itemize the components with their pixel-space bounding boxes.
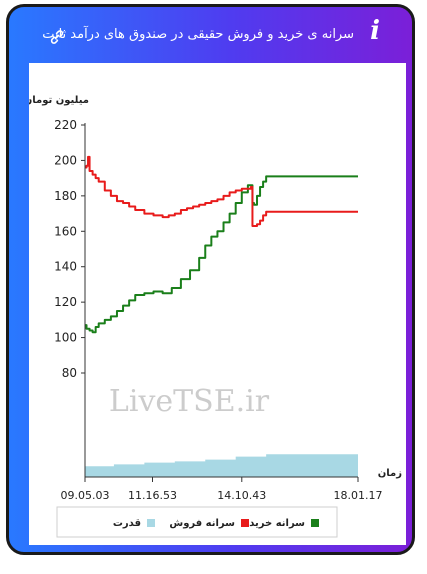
legend-sell-label: سرانه فروش [169, 518, 235, 529]
info-icon[interactable]: i [370, 16, 380, 46]
x-tick-label: 09.05.03 [61, 489, 110, 502]
y-axis-label: میلیون تومان [29, 95, 89, 106]
x-tick-label: 11.16.53 [128, 489, 177, 502]
legend-power-label: قدرت [113, 518, 141, 529]
link-icon[interactable] [49, 29, 65, 45]
x-axis-label: زمان [378, 468, 402, 479]
y-tick-label: 120 [54, 295, 77, 309]
y-tick-label: 200 [54, 153, 77, 167]
legend-buy-label: سرانه خرید [249, 518, 305, 529]
series-sell-line [85, 155, 358, 227]
y-tick-label: 160 [54, 224, 77, 238]
chart-title: سرانه ی خرید و فروش حقیقی در صندوق های د… [42, 27, 354, 42]
legend: سرانه خرید سرانه فروش قدرت [56, 506, 338, 538]
legend-box [56, 506, 338, 538]
chart-header: i سرانه ی خرید و فروش حقیقی در صندوق های… [9, 7, 412, 61]
y-tick-label: 140 [54, 260, 77, 274]
chart-card: i سرانه ی خرید و فروش حقیقی در صندوق های… [6, 4, 415, 555]
y-tick-label: 80 [62, 366, 77, 380]
x-tick-label: 18.01.17 [334, 489, 383, 502]
series-power-area [85, 454, 358, 477]
legend-power-swatch [147, 519, 155, 527]
y-tick-label: 220 [54, 118, 77, 132]
watermark: LiveTSE.ir [109, 384, 270, 419]
y-tick-label: 100 [54, 331, 77, 345]
legend-sell-swatch [241, 519, 249, 527]
line-chart: میلیون تومان LiveTSE.ir 80 100 120 140 160 18… [24, 95, 402, 538]
chart-panel: میلیون تومان LiveTSE.ir 80 100 120 140 160 18… [24, 63, 406, 545]
x-tick-label: 14.10.43 [217, 489, 266, 502]
y-tick-label: 180 [54, 189, 77, 203]
legend-buy-swatch [311, 519, 319, 527]
